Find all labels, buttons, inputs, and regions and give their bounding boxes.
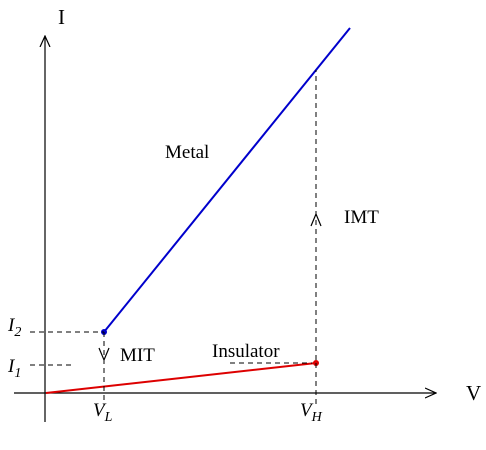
i-two-sub: 2: [14, 325, 21, 340]
i-one-tick-label: I1: [7, 356, 21, 381]
v-high-tick-label: VH: [300, 400, 323, 425]
v-low-sub: L: [104, 410, 113, 425]
y-axis-label: I: [58, 5, 65, 29]
i-two-main: I: [7, 315, 16, 336]
v-low-main: V: [93, 400, 107, 421]
imt-label: IMT: [344, 207, 379, 228]
insulator-line: [45, 362, 317, 394]
x-axis-label: V: [466, 381, 481, 405]
v-high-sub: H: [311, 410, 323, 425]
metal-label: Metal: [165, 142, 209, 163]
mit-arrow: [98, 347, 110, 362]
v-high-main: V: [300, 400, 314, 421]
metal-line: [103, 27, 351, 333]
i-one-sub: 1: [14, 366, 21, 381]
v-low-tick-label: VL: [93, 400, 113, 425]
i-one-main: I: [7, 356, 16, 377]
imt-arrow: [310, 212, 322, 227]
insulator-label: Insulator: [212, 341, 280, 362]
mit-label: MIT: [120, 345, 155, 366]
i-two-tick-label: I2: [7, 315, 21, 340]
